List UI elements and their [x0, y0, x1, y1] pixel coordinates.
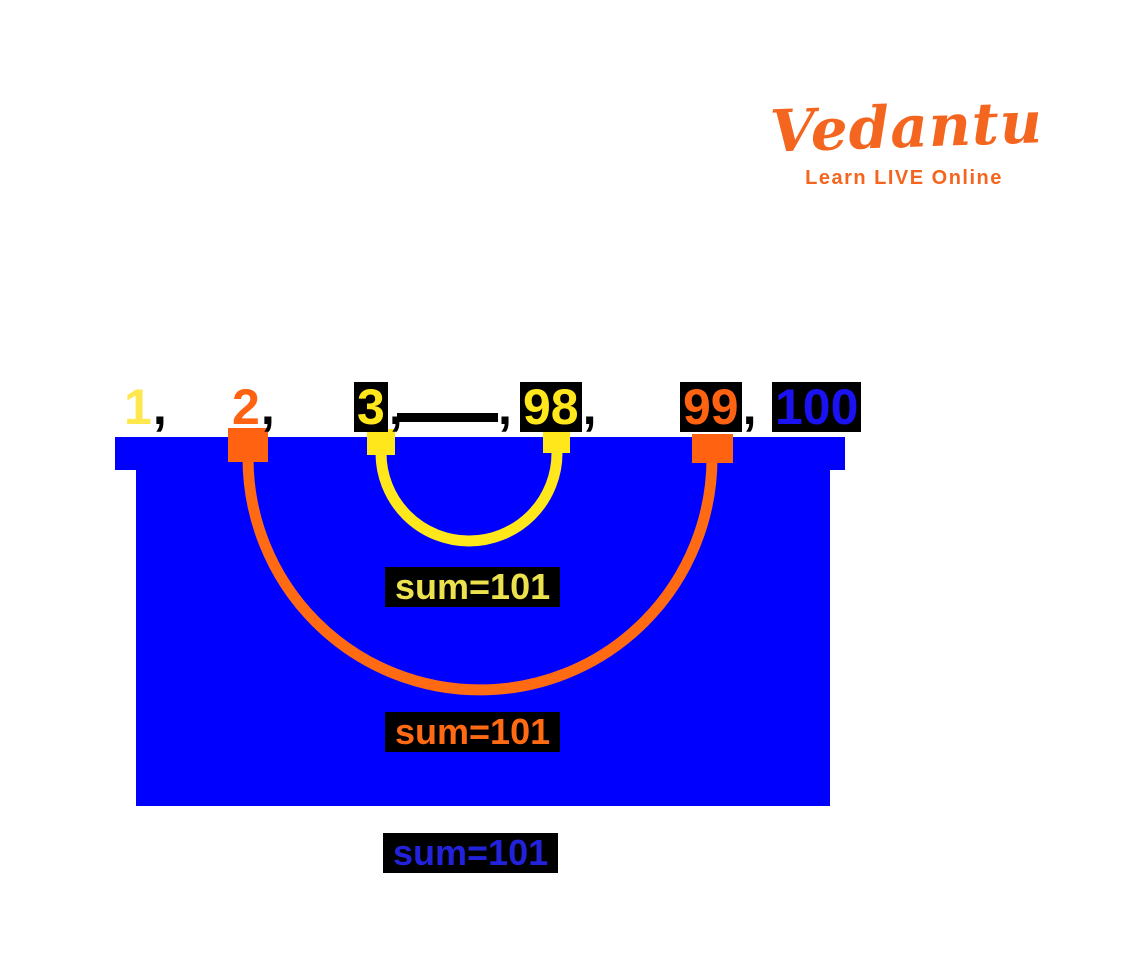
- number-99: 99,: [680, 382, 757, 432]
- number-100: 100: [772, 382, 862, 432]
- marker-3-yellow: [367, 429, 395, 455]
- gap-line: [397, 413, 498, 422]
- sum-label-1-100: sum=101: [383, 833, 559, 873]
- number-3-value: 3: [354, 382, 388, 432]
- logo-brand: Vedantu: [768, 88, 1044, 166]
- number-2: 2,: [232, 382, 275, 432]
- number-99-comma: ,: [742, 379, 757, 435]
- pair-arc-3-98: [375, 452, 563, 547]
- sum-label-3-98: sum=101: [385, 567, 561, 607]
- number-98-value: 98: [520, 382, 582, 432]
- sum-label-2-99: sum=101: [385, 712, 561, 752]
- number-99-value: 99: [680, 382, 742, 432]
- number-98-comma: ,: [582, 379, 597, 435]
- number-1-value: 1: [124, 379, 152, 435]
- marker-99-orange: [692, 434, 733, 463]
- number-98: 98,: [520, 382, 597, 432]
- number-1: 1,: [124, 382, 167, 432]
- number-2-value: 2: [232, 379, 260, 435]
- number-100-value: 100: [772, 382, 862, 432]
- pair-arc-2-99: [242, 457, 718, 696]
- gap-comma: ,: [498, 379, 512, 435]
- vedantu-logo: Vedantu Learn LIVE Online: [769, 88, 1044, 190]
- marker-2-orange: [228, 428, 268, 462]
- number-1-comma: ,: [152, 379, 167, 435]
- marker-98-yellow: [543, 428, 570, 453]
- sequence-gap: ,: [397, 382, 512, 432]
- logo-tagline: Learn LIVE Online: [805, 167, 1003, 189]
- number-3: 3,: [354, 382, 403, 432]
- number-2-comma: ,: [260, 379, 275, 435]
